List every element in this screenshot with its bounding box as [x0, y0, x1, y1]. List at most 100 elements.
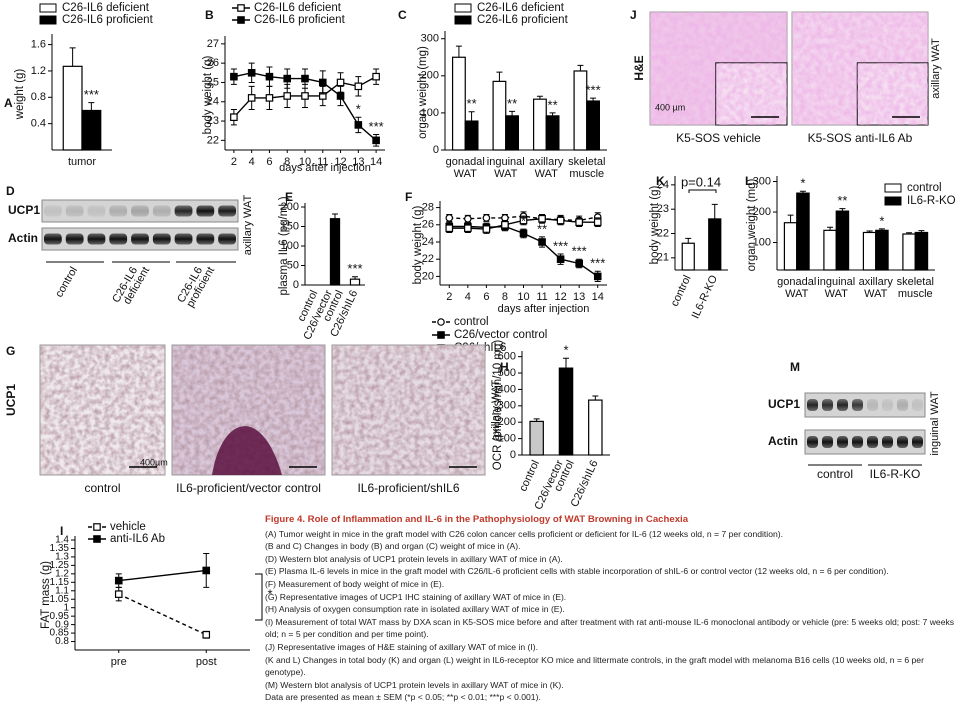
point [114, 590, 123, 598]
y-tick-label: 1.2 [31, 65, 46, 77]
legend-swatch [454, 15, 472, 25]
image-label: IL6-proficient/shIL6 [357, 481, 459, 495]
x-tick-label: 8 [502, 291, 508, 303]
legend-label: C26/vector control [454, 329, 547, 341]
x-axis-label: days after injection [279, 162, 371, 174]
bar [529, 420, 544, 456]
x-tick-label: WAT [454, 168, 477, 180]
bar [492, 80, 507, 151]
blot-band [882, 399, 893, 411]
x-tick-label: 4 [465, 291, 471, 303]
blot-band [218, 205, 236, 217]
inset-texture [857, 62, 928, 125]
y-tick-label: 0.9 [55, 619, 69, 630]
y-tick-label: 0 [433, 144, 439, 156]
blot-row-label: UCP1 [8, 203, 40, 217]
legend-marker [437, 318, 445, 326]
bar [586, 100, 601, 151]
blot-band [174, 205, 193, 217]
group-label: control [817, 467, 853, 481]
x-tick-label: 6 [483, 291, 489, 303]
legend-label: C26-IL6 proficient [477, 14, 569, 26]
caption-paragraph: (D) Western blot analysis of UCP1 protei… [265, 553, 563, 564]
inset-texture [715, 62, 787, 125]
point [265, 94, 274, 102]
y-tick-label: 22 [207, 134, 219, 146]
point [575, 218, 583, 227]
error-bar [455, 45, 462, 58]
tissue-label: axillary WAT [930, 38, 942, 99]
y-tick-label: 100 [421, 107, 439, 119]
point [283, 74, 292, 83]
y-tick-label: 1.35 [50, 543, 70, 554]
image-label: control [84, 481, 120, 495]
bar [914, 231, 929, 271]
caption-paragraph: (E) Plasma IL-6 levels in mice in the gr… [265, 566, 889, 577]
x-tick-label: post [196, 656, 217, 668]
legend-label: C26-IL6 deficient [477, 2, 565, 14]
x-tick-label: 10 [299, 156, 311, 168]
y-tick-label: 26 [207, 57, 219, 69]
bar [505, 115, 520, 151]
y-tick-label: 21 [657, 252, 669, 264]
point [354, 82, 363, 91]
y-tick-label: 200 [421, 70, 439, 82]
blot-band [109, 205, 128, 217]
legend-swatch [39, 15, 57, 25]
error-bar [711, 203, 718, 219]
blot-band [196, 233, 215, 245]
error-bar [468, 111, 475, 122]
y-tick-label: 1.15 [50, 577, 70, 588]
caption-paragraph: (G) Representative images of UCP1 IHC st… [265, 591, 567, 602]
bar [545, 115, 560, 151]
point [202, 630, 211, 639]
blot-band [87, 205, 106, 217]
point [372, 72, 380, 81]
x-tick-label: WAT [494, 168, 517, 180]
blot-band [822, 436, 833, 448]
panel-label: L [745, 174, 752, 188]
y-tick-label: 24 [657, 179, 669, 191]
blot-band [867, 399, 878, 411]
y-tick-label: 28 [422, 201, 434, 213]
bar [464, 120, 479, 151]
y-tick-label: 300 [753, 175, 771, 187]
point [372, 136, 380, 145]
y-tick-label: 20 [422, 270, 434, 282]
blot-band [44, 233, 62, 245]
x-tick-label: pre [111, 656, 127, 668]
y-tick-label: 500 [498, 367, 516, 379]
point [575, 259, 583, 268]
y-tick-label: 1.05 [50, 594, 70, 605]
stain-label: UCP1 [4, 384, 18, 416]
y-tick-label: 0.8 [55, 636, 69, 647]
error-bar [332, 213, 338, 219]
point [538, 214, 546, 223]
y-tick-label: 0.95 [50, 611, 70, 622]
bar [451, 56, 466, 151]
panel-label: F [405, 190, 412, 204]
annotation: p=0.14 [681, 174, 721, 189]
panel-label: E [285, 190, 293, 204]
point [336, 78, 345, 87]
x-tick-label: inguinal [487, 156, 525, 168]
annotation: * [267, 586, 272, 601]
point [114, 576, 123, 585]
bar [681, 242, 695, 271]
x-tick-label: 11 [536, 291, 547, 303]
y-axis-label: body weight (g) [412, 206, 424, 285]
scale-label: 400 µm [655, 102, 685, 112]
point [265, 72, 274, 81]
y-axis-label: FAT mass (g) [40, 561, 52, 629]
bar [558, 367, 574, 456]
panel-label: M [790, 360, 800, 374]
point [464, 224, 472, 233]
annotation: *** [84, 87, 99, 102]
y-tick-label: 23 [657, 203, 669, 215]
x-tick-label: IL6-R-KO [690, 273, 721, 321]
bar [708, 218, 722, 271]
legend-swatch [454, 3, 472, 13]
point [538, 238, 546, 246]
legend-swatch [884, 196, 902, 206]
